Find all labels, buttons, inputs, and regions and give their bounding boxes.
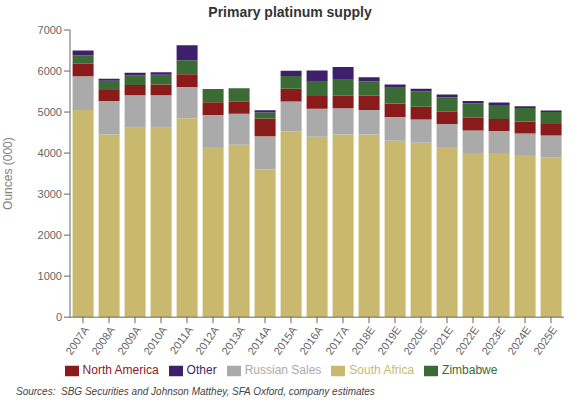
svg-text:2008A: 2008A: [89, 323, 117, 356]
svg-text:2016A: 2016A: [297, 323, 325, 356]
svg-text:2017A: 2017A: [323, 323, 351, 356]
svg-text:2009A: 2009A: [115, 323, 143, 356]
svg-text:2021E: 2021E: [427, 324, 455, 357]
svg-text:2011A: 2011A: [167, 323, 195, 356]
svg-text:2000: 2000: [38, 229, 62, 241]
svg-text:2010A: 2010A: [141, 323, 169, 356]
svg-text:2022E: 2022E: [453, 324, 481, 357]
svg-text:2012A: 2012A: [193, 323, 221, 356]
html-text:Russian Sales: Russian Sales: [244, 363, 322, 378]
html-text:North America: North America: [82, 363, 159, 378]
svg-text:5000: 5000: [38, 106, 62, 118]
svg-text:0: 0: [56, 311, 62, 323]
svg-text:6000: 6000: [38, 65, 62, 77]
svg-text:7000: 7000: [38, 24, 62, 36]
svg-text:2014A: 2014A: [245, 323, 273, 356]
svg-text:1000: 1000: [38, 270, 62, 282]
html-text:Zimbabwe: Zimbabwe: [442, 363, 498, 378]
html-text:South Africa: South Africa: [349, 363, 415, 378]
svg-text:2013A: 2013A: [219, 323, 247, 356]
svg-text:2025E: 2025E: [531, 324, 559, 357]
svg-text:3000: 3000: [38, 188, 62, 200]
html-text:Primary platinum supply: Primary platinum supply: [208, 4, 372, 20]
svg-text:2018E: 2018E: [349, 324, 377, 357]
svg-text:Ounces (000): Ounces (000): [8, 137, 15, 210]
html-text:Sources: SBG Securities and Jo: Sources: SBG Securities and Johnson Matt…: [16, 386, 375, 397]
svg-text:2024E: 2024E: [505, 324, 533, 357]
svg-text:2019E: 2019E: [375, 324, 403, 357]
svg-text:4000: 4000: [38, 147, 62, 159]
svg-text:2007A: 2007A: [63, 323, 91, 356]
svg-text:2023E: 2023E: [479, 324, 507, 357]
svg-text:2020E: 2020E: [401, 324, 429, 357]
svg-text:2015A: 2015A: [271, 323, 299, 356]
html-text:Other: Other: [186, 363, 217, 378]
